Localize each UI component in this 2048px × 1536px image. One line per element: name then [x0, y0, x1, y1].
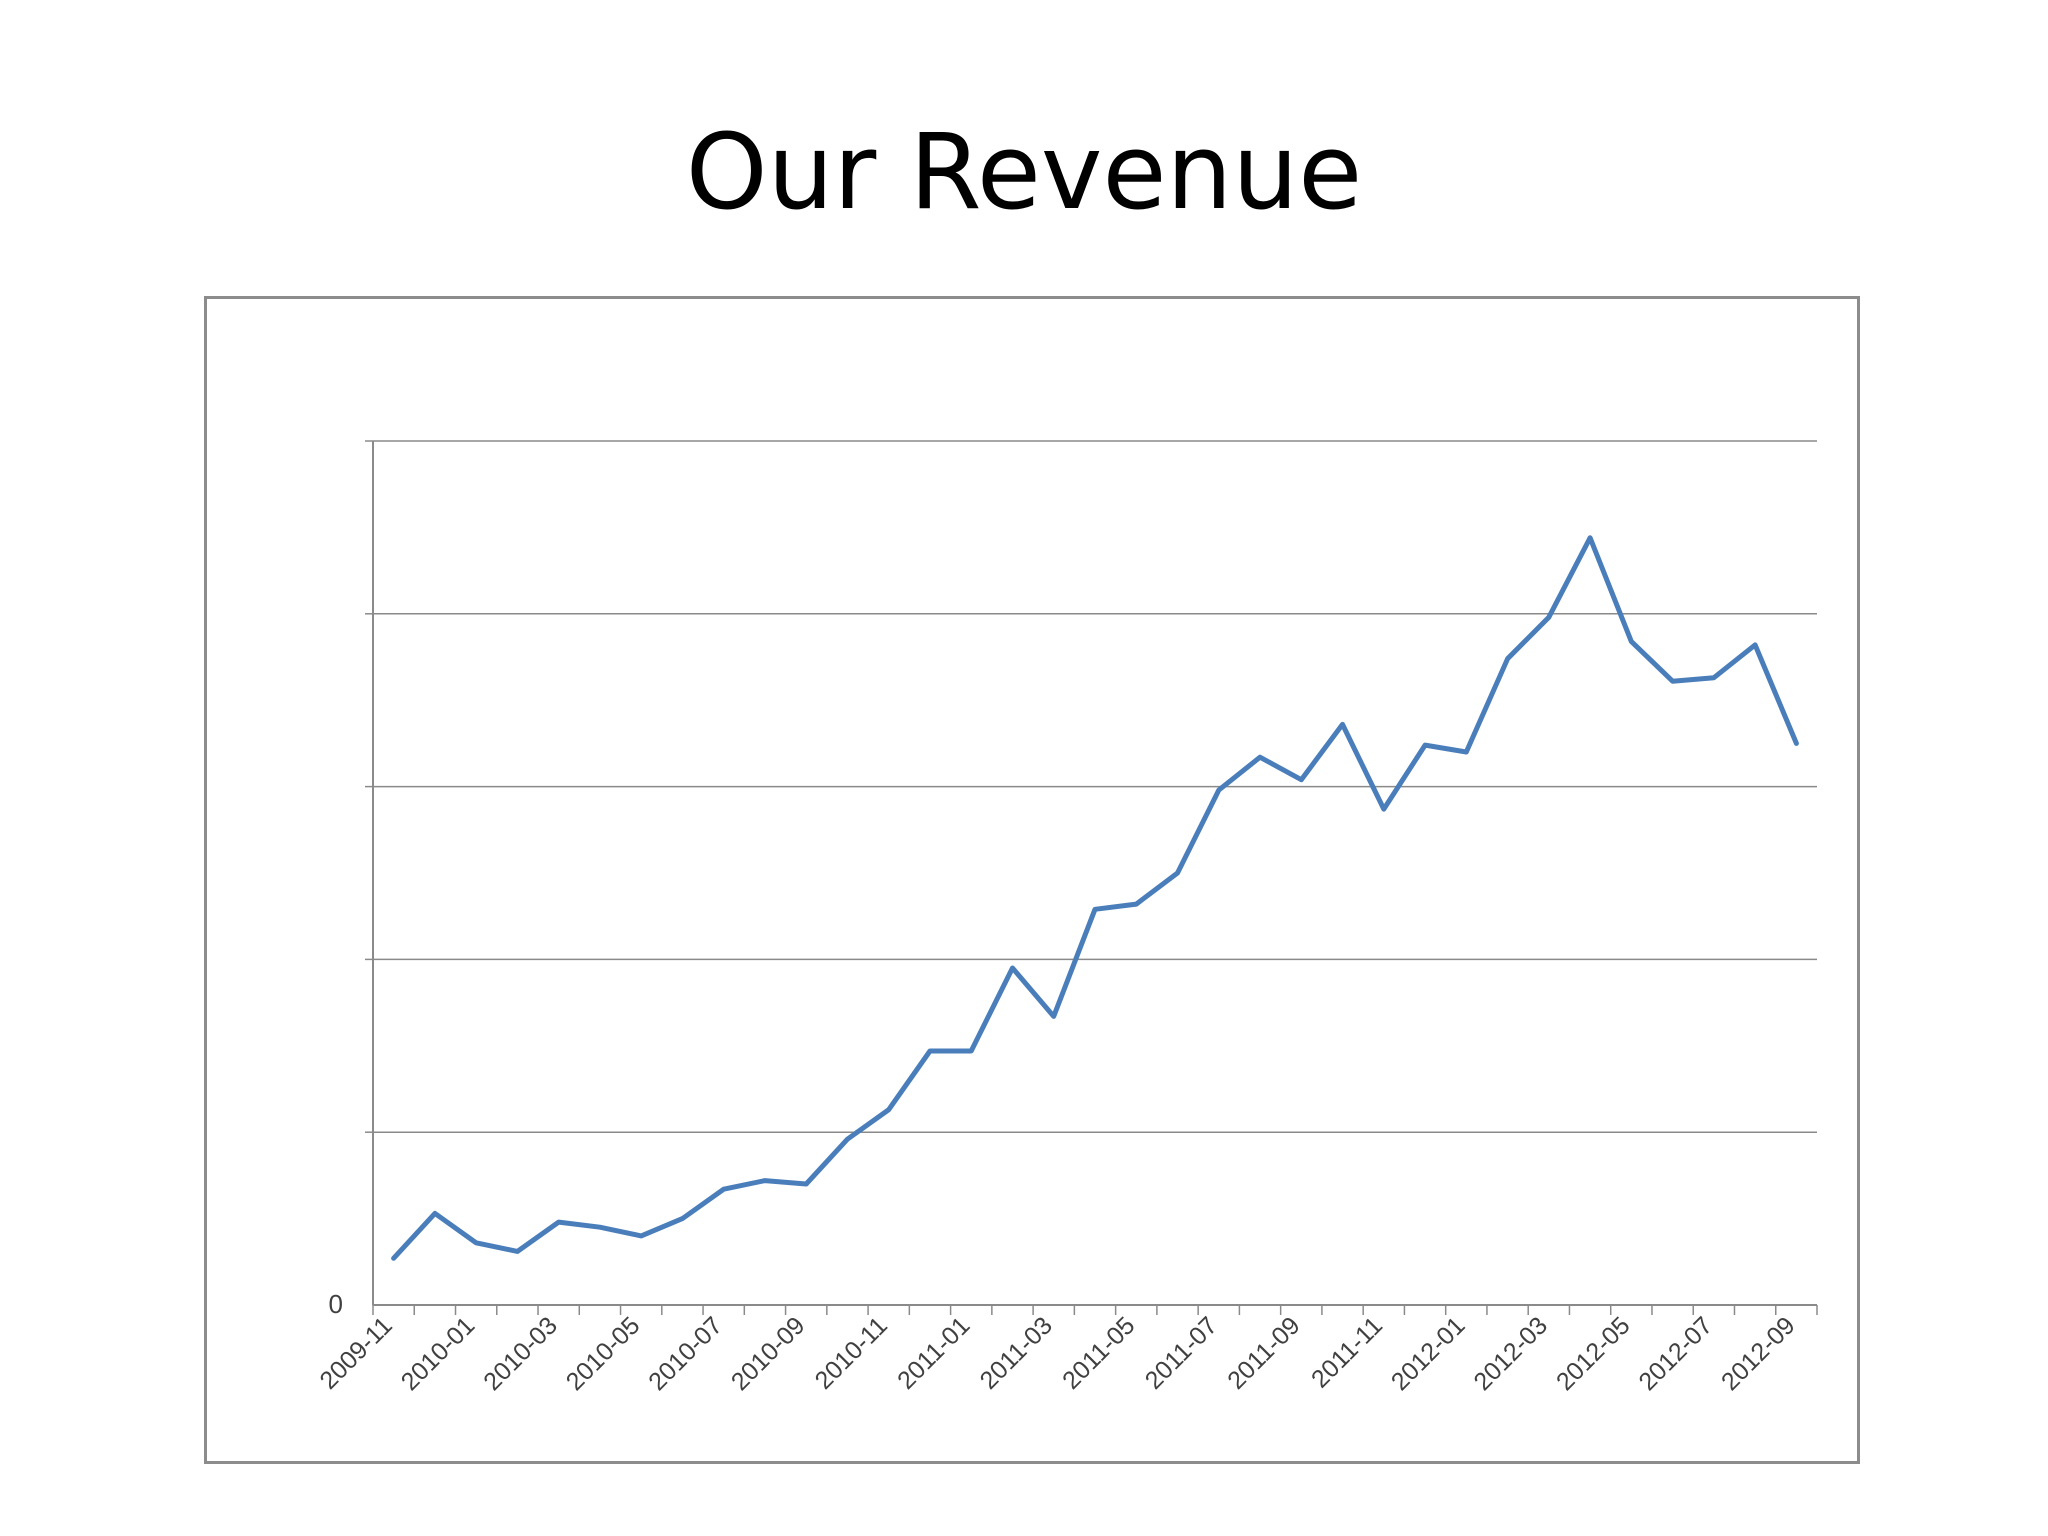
x-axis-ticks: 2009-112010-012010-032010-052010-072010-…: [314, 1305, 1818, 1396]
y-axis-ticks: 0: [329, 440, 373, 1319]
series: [391, 535, 1799, 1261]
line-chart: 2009-112010-012010-032010-052010-072010-…: [314, 440, 1818, 1396]
x-tick-label: 2012-05: [1551, 1311, 1636, 1396]
x-tick-label: 2012-01: [1386, 1311, 1471, 1396]
x-tick-label: 2010-03: [478, 1311, 563, 1396]
x-tick-label: 2011-01: [892, 1311, 975, 1394]
gridlines: [373, 440, 1817, 1133]
x-tick-label: 2010-07: [643, 1311, 728, 1396]
x-tick-label: 2012-07: [1633, 1311, 1718, 1396]
revenue-series-line: [391, 535, 1799, 1261]
x-tick-label: 2011-05: [1057, 1311, 1140, 1394]
x-tick-label: 2009-11: [314, 1311, 397, 1394]
x-tick-label: 2011-03: [975, 1311, 1058, 1394]
x-tick-label: 2011-07: [1140, 1311, 1223, 1394]
y-tick-label: 0: [329, 1289, 343, 1319]
x-tick-label: 2010-09: [726, 1311, 811, 1396]
chart-frame: 2009-11 2010-01 2010-03 2010-05 2010-07 2010-…: [204, 296, 1860, 1464]
x-tick-label: 2011-09: [1222, 1311, 1305, 1394]
x-tick-label: 2012-03: [1468, 1311, 1553, 1396]
x-tick-label: 2010-01: [396, 1311, 481, 1396]
x-tick-label: 2011-11: [1306, 1311, 1388, 1393]
slide-title: Our Revenue: [685, 111, 1363, 233]
x-tick-label: 2010-05: [561, 1311, 646, 1396]
axes: [372, 441, 1817, 1306]
x-tick-label: 2012-09: [1716, 1311, 1801, 1396]
x-tick-label: 2010-11: [810, 1311, 893, 1394]
